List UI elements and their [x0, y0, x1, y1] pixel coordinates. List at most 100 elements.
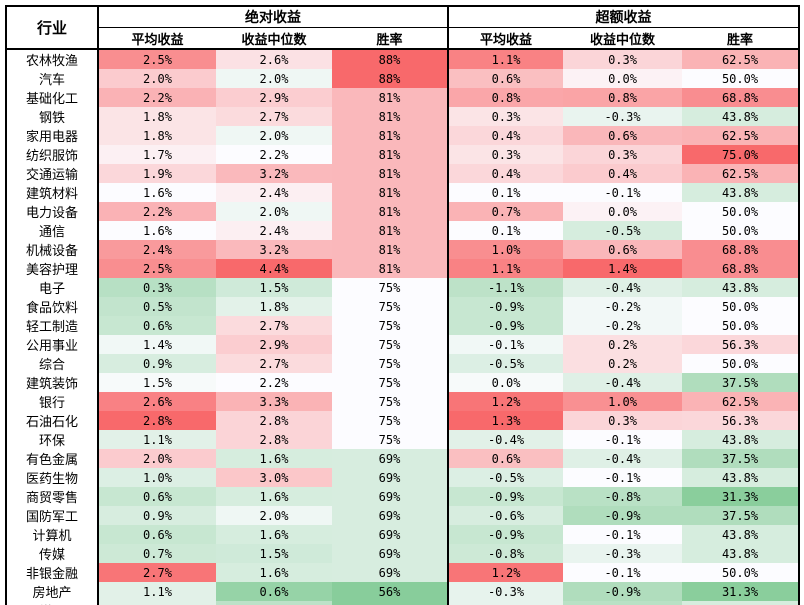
value-cell: 1.6%: [98, 183, 216, 202]
value-cell: -0.4%: [563, 373, 683, 392]
value-cell: 88%: [332, 49, 450, 69]
value-cell: 2.7%: [98, 563, 216, 582]
table-row: 传媒 0.7% 1.5% 69% -0.8% -0.3% 43.8%: [6, 544, 800, 563]
value-cell: 88%: [332, 69, 450, 88]
value-cell: -0.4%: [563, 278, 683, 297]
table-row: 电子 0.3% 1.5% 75% -1.1% -0.4% 43.8%: [6, 278, 800, 297]
value-cell: 0.2%: [563, 335, 683, 354]
industry-cell: 商贸零售: [6, 487, 99, 506]
value-cell: 69%: [332, 563, 450, 582]
value-cell: 0.2%: [563, 354, 683, 373]
value-cell: 1.2%: [216, 601, 332, 605]
value-cell: 2.0%: [98, 69, 216, 88]
value-cell: 2.5%: [98, 49, 216, 69]
value-cell: 50.0%: [682, 202, 800, 221]
value-cell: 2.0%: [216, 202, 332, 221]
value-cell: 2.4%: [98, 240, 216, 259]
table-row: 纺织服饰 1.7% 2.2% 81% 0.3% 0.3% 75.0%: [6, 145, 800, 164]
industry-cell: 公用事业: [6, 335, 99, 354]
value-cell: 81%: [332, 202, 450, 221]
table-row: 食品饮料 0.5% 1.8% 75% -0.9% -0.2% 50.0%: [6, 297, 800, 316]
value-cell: 3.2%: [216, 164, 332, 183]
value-cell: 2.2%: [216, 373, 332, 392]
table-row: 环保 1.1% 2.8% 75% -0.4% -0.1% 43.8%: [6, 430, 800, 449]
value-cell: 0.3%: [98, 278, 216, 297]
value-cell: 75%: [332, 373, 450, 392]
value-cell: 2.5%: [98, 259, 216, 278]
value-cell: -0.1%: [563, 430, 683, 449]
industry-cell: 医药生物: [6, 468, 99, 487]
value-cell: 50.0%: [682, 563, 800, 582]
value-cell: 56.3%: [682, 335, 800, 354]
value-cell: 75%: [332, 278, 450, 297]
value-cell: 43.8%: [682, 525, 800, 544]
value-cell: 43.8%: [682, 601, 800, 605]
value-cell: 50.0%: [682, 354, 800, 373]
excess-average-return-header: 平均收益: [448, 27, 564, 50]
value-cell: 0.6%: [216, 582, 332, 601]
table-row: 机械设备 2.4% 3.2% 81% 1.0% 0.6% 68.8%: [6, 240, 800, 259]
value-cell: 43.8%: [682, 183, 800, 202]
value-cell: 1.5%: [216, 544, 332, 563]
industry-cell: 传媒: [6, 544, 99, 563]
value-cell: -0.9%: [448, 297, 564, 316]
table-row: 通信 1.6% 2.4% 81% 0.1% -0.5% 50.0%: [6, 221, 800, 240]
value-cell: -0.4%: [448, 430, 564, 449]
table-row: 计算机 0.6% 1.6% 69% -0.9% -0.1% 43.8%: [6, 525, 800, 544]
value-cell: 0.6%: [98, 487, 216, 506]
value-cell: 1.9%: [98, 164, 216, 183]
value-cell: 2.2%: [98, 88, 216, 107]
table-row: 汽车 2.0% 2.0% 88% 0.6% 0.0% 50.0%: [6, 69, 800, 88]
table-row: 农林牧渔 2.5% 2.6% 88% 1.1% 0.3% 62.5%: [6, 49, 800, 69]
value-cell: -0.5%: [563, 221, 683, 240]
industry-column-header: 行业: [6, 6, 99, 50]
value-cell: -0.4%: [563, 449, 683, 468]
value-cell: 37.5%: [682, 506, 800, 525]
abs-median-return-header: 收益中位数: [216, 27, 332, 50]
value-cell: 81%: [332, 145, 450, 164]
value-cell: 81%: [332, 164, 450, 183]
table-row: 商贸零售 0.6% 1.6% 69% -0.9% -0.8% 31.3%: [6, 487, 800, 506]
value-cell: 81%: [332, 107, 450, 126]
value-cell: 0.6%: [98, 316, 216, 335]
value-cell: 50.0%: [682, 221, 800, 240]
industry-cell: 计算机: [6, 525, 99, 544]
value-cell: 1.2%: [448, 392, 564, 411]
industry-cell: 轻工制造: [6, 316, 99, 335]
value-cell: 1.6%: [216, 525, 332, 544]
industry-cell: 基础化工: [6, 88, 99, 107]
value-cell: 2.0%: [216, 506, 332, 525]
table-row: 综合 0.9% 2.7% 75% -0.5% 0.2% 50.0%: [6, 354, 800, 373]
value-cell: 2.2%: [216, 145, 332, 164]
value-cell: 81%: [332, 259, 450, 278]
value-cell: -0.9%: [448, 487, 564, 506]
value-cell: 3.0%: [216, 468, 332, 487]
table-row: 医药生物 1.0% 3.0% 69% -0.5% -0.1% 43.8%: [6, 468, 800, 487]
value-cell: 75%: [332, 297, 450, 316]
value-cell: 2.7%: [216, 316, 332, 335]
value-cell: 1.8%: [98, 107, 216, 126]
industry-cell: 电力设备: [6, 202, 99, 221]
value-cell: 75%: [332, 354, 450, 373]
value-cell: 2.0%: [98, 449, 216, 468]
value-cell: 43.8%: [682, 544, 800, 563]
value-cell: 1.2%: [448, 563, 564, 582]
value-cell: 75%: [332, 430, 450, 449]
value-cell: 0.1%: [448, 221, 564, 240]
table-row: 有色金属 2.0% 1.6% 69% 0.6% -0.4% 37.5%: [6, 449, 800, 468]
value-cell: 31.3%: [682, 487, 800, 506]
industry-cell: 农林牧渔: [6, 49, 99, 69]
value-cell: 0.6%: [563, 240, 683, 259]
industry-cell: 汽车: [6, 69, 99, 88]
excess-win-rate-header: 胜率: [682, 27, 800, 50]
table-row: 银行 2.6% 3.3% 75% 1.2% 1.0% 62.5%: [6, 392, 800, 411]
value-cell: 1.1%: [98, 430, 216, 449]
value-cell: -0.6%: [448, 506, 564, 525]
value-cell: -0.1%: [448, 335, 564, 354]
value-cell: 0.5%: [98, 297, 216, 316]
value-cell: 2.4%: [216, 183, 332, 202]
value-cell: 1.1%: [98, 601, 216, 605]
value-cell: -0.1%: [563, 468, 683, 487]
value-cell: 81%: [332, 240, 450, 259]
industry-cell: 银行: [6, 392, 99, 411]
